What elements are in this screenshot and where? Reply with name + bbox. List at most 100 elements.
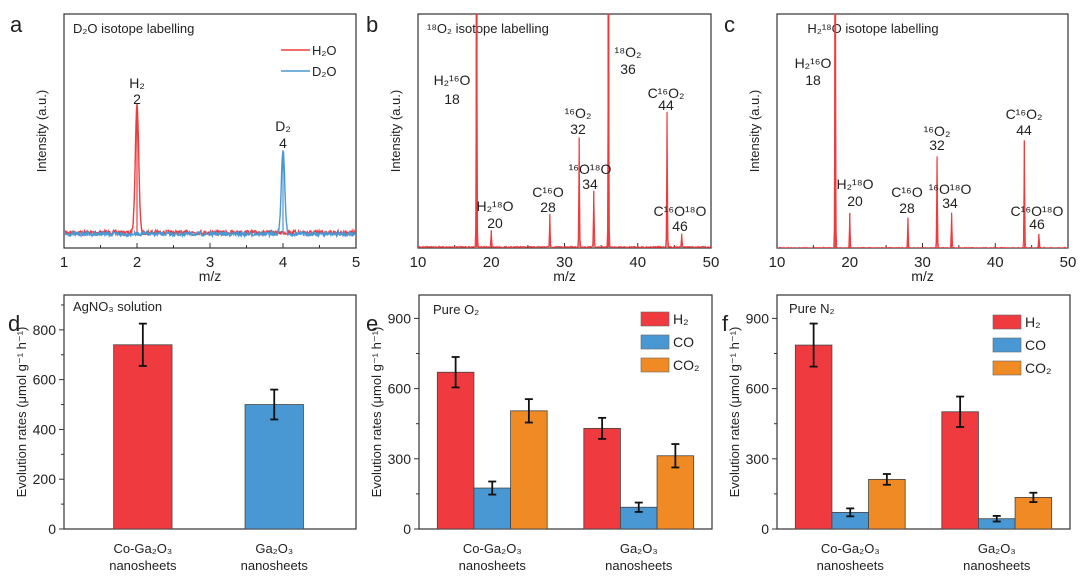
peak-label-mz: 28 (540, 199, 556, 215)
panel-letter: f (722, 311, 729, 336)
peak-label-name: H₂¹⁶O (795, 55, 832, 71)
panel-title: Pure N₂ (789, 301, 835, 316)
legend-label: CO₂ (673, 357, 699, 373)
x-tick-label: 40 (987, 254, 1004, 271)
legend-label: H₂ (1025, 314, 1041, 330)
y-tick-label: 900 (746, 310, 770, 326)
category-label: Co-Ga₂O₃ (113, 541, 172, 556)
y-axis-label: Intensity (a.u.) (388, 90, 403, 172)
bar (583, 427, 621, 530)
category-label-sub: nanosheets (241, 558, 309, 573)
category-label-sub: nanosheets (109, 558, 177, 573)
category-label-sub: nanosheets (817, 558, 885, 573)
y-axis-label: Evolution rates (μmol g⁻¹ h⁻¹) (369, 327, 384, 498)
peak-label-name: ¹⁶O¹⁸O (569, 161, 612, 177)
peak-label-name: C¹⁶O (532, 184, 564, 200)
peak-label-mz: 46 (1029, 216, 1045, 232)
peak-label-mz: 4 (279, 135, 287, 151)
x-tick-label: 30 (556, 254, 573, 271)
bar (941, 411, 979, 530)
y-axis-label: Evolution rates (μmol g⁻¹ h⁻¹) (14, 327, 29, 498)
panel-title: D₂O isotope labelling (73, 21, 194, 36)
panel-title: Pure O₂ (433, 302, 479, 317)
y-tick-label: 600 (746, 381, 770, 397)
x-axis-label: m/z (199, 268, 222, 284)
plot-frame (776, 294, 1071, 530)
legend-swatch (992, 360, 1022, 376)
category-label-sub: nanosheets (605, 558, 673, 573)
category-label: Ga₂O₃ (255, 541, 293, 556)
peak-label-name: H₂¹⁸O (836, 176, 873, 192)
x-tick-label: 4 (279, 254, 287, 271)
panel-letter: c (724, 12, 735, 37)
legend-swatch (640, 357, 670, 373)
panel-d: d AgNO₃ solution Evolution rates (μmol g⁻¹… (8, 294, 357, 573)
y-tick-label: 0 (48, 521, 56, 537)
plot-frame (418, 294, 713, 530)
peak-label-mz: 18 (444, 91, 460, 107)
legend-label: CO (673, 334, 694, 350)
legend-label: D₂O (312, 64, 337, 79)
peak-label-name: H₂¹⁸O (476, 198, 513, 214)
peak-label-mz: 36 (620, 61, 636, 77)
peak-label-mz: 32 (929, 137, 945, 153)
x-tick-label: 50 (1060, 254, 1077, 271)
x-tick-label: 2 (133, 254, 141, 271)
peak-label-mz: 34 (942, 195, 958, 211)
spectrum-line (418, 14, 711, 248)
peak-label-mz: 28 (899, 200, 915, 216)
peak-label-mz: 34 (582, 176, 598, 192)
peak-label-name: D₂ (275, 118, 291, 134)
peak-label-mz: 44 (658, 97, 674, 113)
panel-letter: e (366, 311, 378, 336)
panel-title: H₂¹⁸O isotope labelling (807, 21, 938, 36)
legend-label: H₂ (673, 311, 689, 327)
x-tick-label: 40 (629, 254, 646, 271)
y-axis-label: Evolution rates (μmol g⁻¹ h⁻¹) (727, 327, 742, 498)
x-axis-label: m/z (911, 268, 934, 284)
panel-letter: d (8, 311, 20, 336)
bar (436, 371, 475, 530)
x-tick-label: 10 (410, 254, 427, 271)
y-tick-label: 800 (33, 322, 57, 338)
y-tick-label: 300 (388, 451, 412, 467)
peak-label-mz: 46 (672, 218, 688, 234)
peak-label-name: H₂ (129, 75, 145, 91)
x-tick-label: 1 (60, 254, 68, 271)
plot-frame (63, 294, 357, 530)
y-tick-label: 400 (33, 421, 57, 437)
category-label: Co-Ga₂O₃ (463, 541, 522, 556)
x-tick-label: 3 (206, 254, 214, 271)
peak-label-name: C¹⁶O₂ (648, 85, 685, 101)
x-tick-label: 20 (841, 254, 858, 271)
peak-label-mz: 20 (487, 215, 503, 231)
legend-swatch (992, 337, 1022, 353)
category-label-sub: nanosheets (459, 558, 527, 573)
peak-label-name: C¹⁶O¹⁸O (1011, 203, 1064, 219)
bar (244, 404, 304, 530)
y-tick-label: 0 (761, 521, 769, 537)
bar (113, 344, 173, 530)
panel-title: ¹⁸O₂ isotope labelling (427, 21, 549, 36)
category-label-sub: nanosheets (963, 558, 1031, 573)
spectrum-line (777, 14, 1068, 248)
y-tick-label: 600 (388, 381, 412, 397)
y-axis-label: Intensity (a.u.) (34, 90, 49, 172)
peak-label-mz: 44 (1016, 122, 1032, 138)
legend-swatch (640, 311, 670, 327)
peak-label-name: ¹⁸O₂ (615, 44, 642, 60)
panel-b: b ¹⁸O₂ isotope labelling Intensity (a.u.) 1… (366, 12, 719, 284)
bar (510, 410, 548, 530)
panel-f: f Pure N₂ Evolution rates (μmol g⁻¹ h⁻¹) 0 3… (722, 294, 1071, 573)
category-label: Ga₂O₃ (620, 541, 658, 556)
x-tick-label: 30 (914, 254, 931, 271)
y-tick-label: 300 (746, 451, 770, 467)
panel-a: a D₂O isotope labelling Intensity (a.u.) 1 2… (10, 12, 360, 284)
spectrum-line-H₂O (64, 103, 356, 238)
panel-e: e Pure O₂ Evolution rates (μmol g⁻¹ h⁻¹) 0 3… (366, 294, 713, 573)
panel-c: c H₂¹⁸O isotope labelling Intensity (a.u.)… (724, 12, 1077, 284)
peak-label-mz: 2 (133, 91, 141, 107)
peak-label-mz: 18 (805, 72, 821, 88)
panel-title: AgNO₃ solution (73, 299, 162, 314)
y-tick-label: 900 (388, 310, 412, 326)
